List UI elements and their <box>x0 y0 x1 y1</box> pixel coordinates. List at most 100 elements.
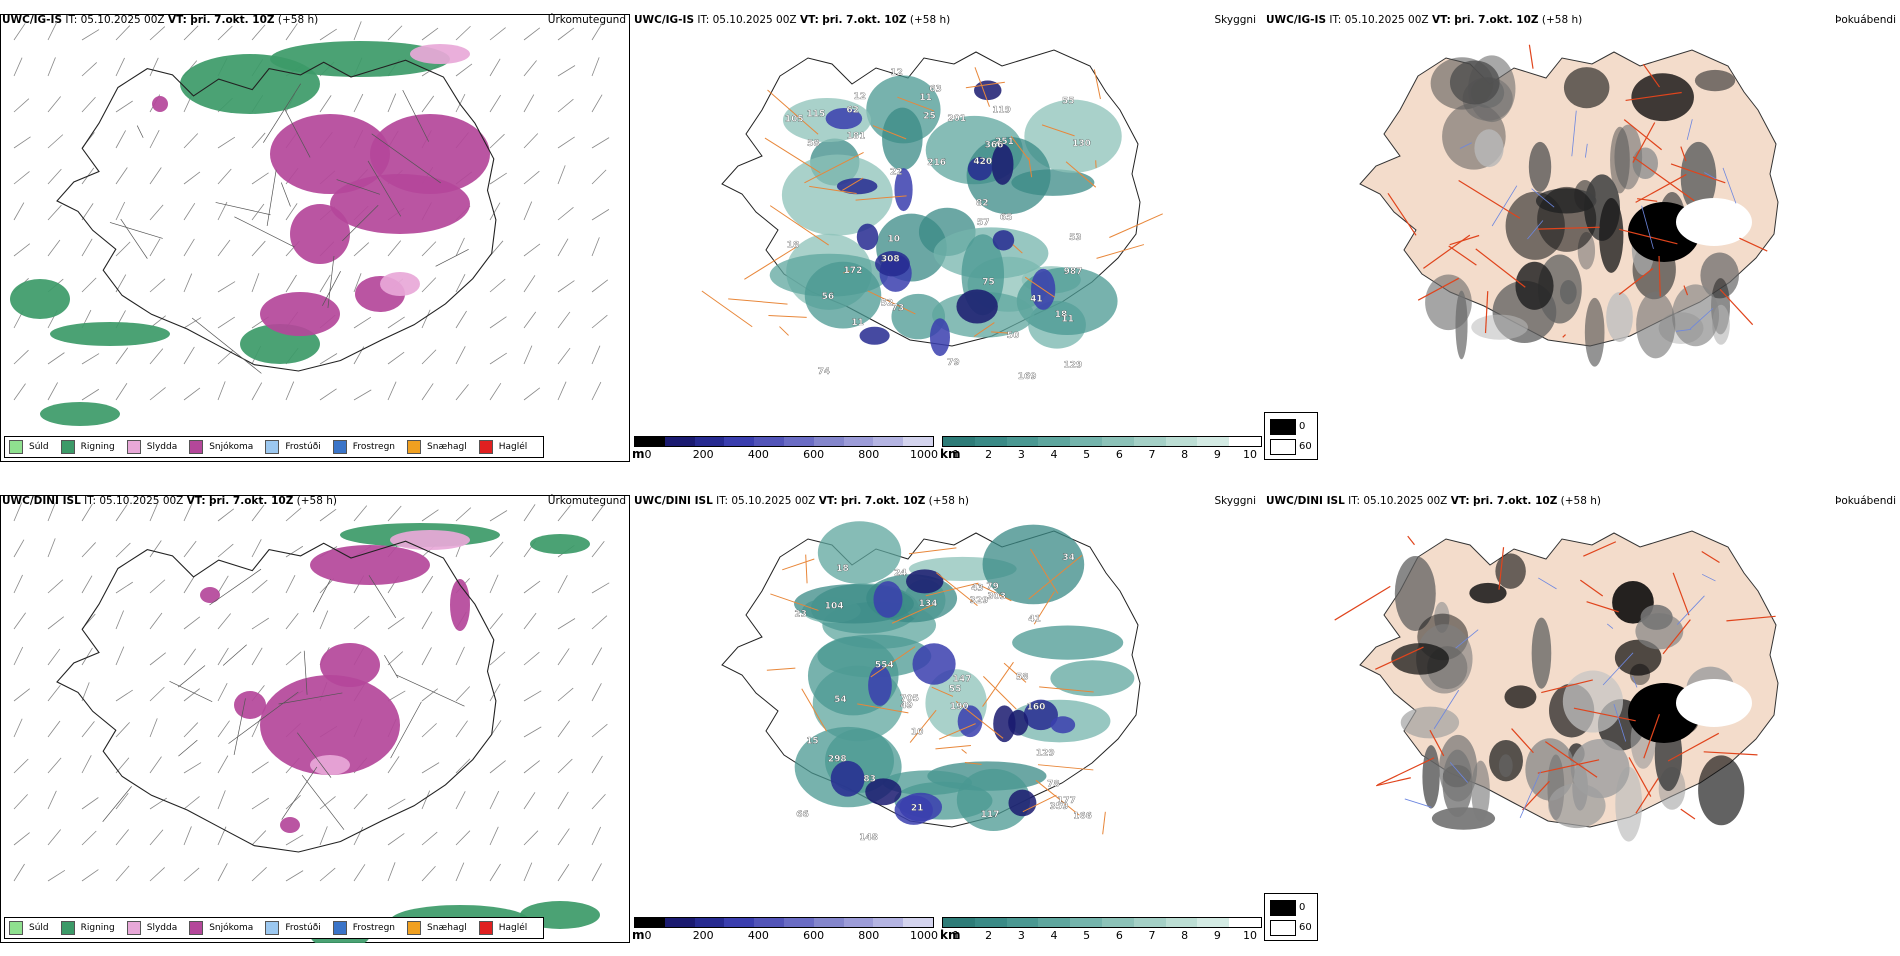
wind-barb <box>320 95 331 112</box>
wind-barb <box>82 62 97 76</box>
fog-shading <box>1636 291 1675 358</box>
wind-barb <box>558 721 570 737</box>
fog-panel-bottom: UWC/DINI ISL IT: 05.10.2025 00Z VT: þri.… <box>1264 481 1900 956</box>
wind-barb <box>184 649 196 665</box>
colorbar-tick: 600 <box>803 929 824 942</box>
cloud-base-value: 148 <box>859 833 878 843</box>
wind-barb <box>320 509 336 521</box>
wind-barb <box>150 653 166 665</box>
wind-barb <box>524 28 540 40</box>
wind-barb <box>184 26 198 40</box>
road <box>768 315 806 317</box>
wind-barb <box>150 540 161 557</box>
colorbar-tick: 4 <box>1051 929 1058 942</box>
colorbar-tick: 9 <box>1214 448 1221 461</box>
wind-barb <box>490 652 505 665</box>
wind-barb <box>524 831 538 845</box>
wind-barb <box>14 833 30 845</box>
legend-swatch <box>479 440 493 454</box>
precip-area <box>410 44 470 64</box>
cloud-base-value: 115 <box>806 110 825 120</box>
colorbar-cell <box>784 918 814 927</box>
wind-barb <box>354 317 371 328</box>
wind-barb <box>592 346 600 364</box>
colorbar-tick: 0 <box>645 448 652 461</box>
wind-barb <box>116 611 124 629</box>
visibility-area <box>818 521 901 584</box>
colorbar-tick: 7 <box>1149 929 1156 942</box>
wind-barb <box>524 727 541 737</box>
wind-barb <box>218 576 228 593</box>
colorbar-cell <box>1007 437 1039 446</box>
legend-item: Snjókoma <box>189 440 253 454</box>
wind-barb <box>422 763 439 773</box>
wind-barb <box>218 614 231 629</box>
colorbar-cell <box>1007 918 1039 927</box>
legend-item: Snæhagl <box>407 921 467 935</box>
legend-label: Frostúði <box>285 923 320 933</box>
visibility-panel-bottom: UWC/DINI ISL IT: 05.10.2025 00Z VT: þri.… <box>632 481 1262 956</box>
wind-barb <box>388 617 404 629</box>
fog-indicator-map <box>1264 481 1900 911</box>
wind-barb <box>218 137 235 148</box>
legend-swatch <box>333 440 347 454</box>
wind-barb <box>48 580 63 593</box>
wind-barb <box>14 689 30 701</box>
wind-barb <box>48 382 58 400</box>
wind-barb <box>592 95 602 112</box>
wind-barb <box>490 59 500 76</box>
fog-shading <box>1443 750 1473 817</box>
fog-shading <box>1529 142 1551 192</box>
wind-barb <box>150 613 162 629</box>
wind-barb <box>184 576 195 593</box>
wind-barb <box>592 505 604 521</box>
wind-barb <box>48 97 61 112</box>
wind-barb <box>592 170 606 184</box>
cloud-base-value: 23 <box>794 609 807 619</box>
wind-barb <box>116 383 127 400</box>
wind-barb <box>490 614 503 629</box>
wind-barb <box>354 21 361 40</box>
wind-barb <box>150 205 163 220</box>
wind-barb <box>286 24 297 40</box>
wind-barb <box>82 798 98 809</box>
cloud-base-value: 79 <box>986 582 999 592</box>
wind-barb <box>286 508 301 521</box>
wind-barb <box>286 382 294 400</box>
wind-barb <box>252 618 269 629</box>
wind-barb <box>48 240 60 256</box>
wind-barb <box>490 317 506 328</box>
legend-item: Súld <box>9 921 49 935</box>
cloud-base-value: 50 <box>1007 331 1020 341</box>
wind-barb <box>252 762 269 773</box>
cloud-base-value: 166 <box>1073 811 1092 821</box>
legend-swatch <box>127 921 141 935</box>
wind-barb <box>592 541 604 557</box>
cloud-base-value: 83 <box>863 775 876 785</box>
wind-barb <box>592 827 601 845</box>
road <box>210 569 262 605</box>
wind-barb <box>558 759 572 773</box>
wind-barb <box>320 868 335 881</box>
wind-barb <box>490 173 507 184</box>
fog-shading <box>1563 671 1623 733</box>
colorbar-tick: 400 <box>748 929 769 942</box>
wind-barb <box>14 575 23 593</box>
wind-barb <box>116 793 128 809</box>
wind-barb <box>252 580 267 593</box>
precip-area <box>530 534 590 554</box>
visibility-unit: km <box>940 928 960 942</box>
cloud-base-value: 201 <box>947 114 966 124</box>
wind-barb <box>286 835 303 845</box>
colorbar-cell <box>665 437 695 446</box>
colorbar-cell <box>724 437 754 446</box>
wind-barb <box>116 647 124 665</box>
wind-barb <box>116 690 133 701</box>
wind-barb <box>422 383 433 400</box>
wind-barb <box>422 278 436 292</box>
legend-label: Slydda <box>147 442 177 452</box>
cloud-base-value: 303 <box>987 592 1006 602</box>
cloud-base-value: 987 <box>1064 267 1083 277</box>
cloud-base-value: 53 <box>1069 233 1082 243</box>
wind-barb <box>14 503 22 521</box>
